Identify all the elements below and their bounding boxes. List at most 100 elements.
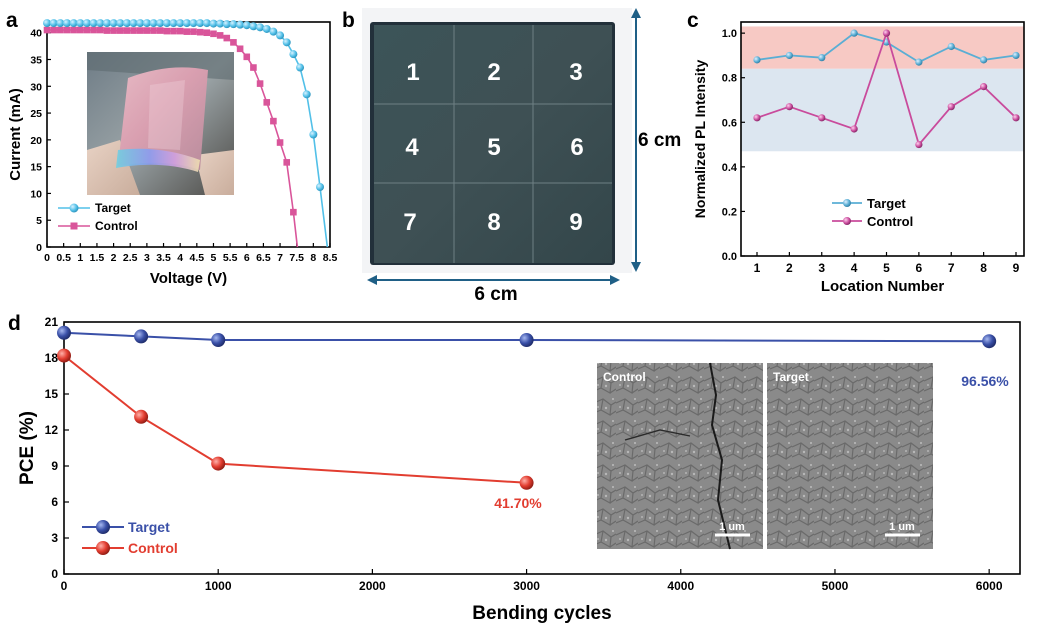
target-data-point xyxy=(89,19,98,28)
target-data-point xyxy=(211,333,226,347)
y-tick-label: 25 xyxy=(30,108,42,120)
control-data-point xyxy=(123,27,131,34)
scale-bar-label: 1 um xyxy=(719,521,745,533)
target-data-point xyxy=(142,19,151,28)
y-tick-label: 0.2 xyxy=(722,206,737,218)
target-data-point xyxy=(236,20,245,29)
y-axis-label: Normalized PL Intensity xyxy=(692,60,708,219)
control-data-point xyxy=(753,114,761,122)
x-tick-label: 1000 xyxy=(205,579,232,593)
control-data-point xyxy=(110,27,117,34)
target-data-point xyxy=(818,54,826,62)
x-tick-label: 2000 xyxy=(359,579,386,593)
y-tick-label: 10 xyxy=(30,188,42,200)
control-data-point xyxy=(263,99,271,106)
x-axis-label: Bending cycles xyxy=(472,603,611,624)
width-label: 6 cm xyxy=(474,284,517,305)
target-data-point xyxy=(69,19,78,28)
y-tick-label: 18 xyxy=(45,351,59,365)
target-data-point xyxy=(169,19,178,28)
x-tick-label: 2 xyxy=(111,252,117,264)
control-data-point xyxy=(519,475,534,490)
cell-label: 6 xyxy=(570,134,583,161)
y-tick-label: 21 xyxy=(45,315,59,329)
target-data-point xyxy=(102,19,111,28)
y-tick-label: 12 xyxy=(45,423,59,437)
target-data-point xyxy=(276,31,285,40)
scale-bar-label: 1 um xyxy=(889,521,915,533)
panel-b-photo xyxy=(362,8,632,273)
sem-target-label: Target xyxy=(773,370,809,384)
target-data-point xyxy=(134,329,149,344)
x-tick-label: 1 xyxy=(754,261,761,275)
x-axis-label: Location Number xyxy=(821,278,945,295)
control-data-point xyxy=(150,27,157,34)
control-data-point xyxy=(190,28,197,35)
control-data-point xyxy=(980,83,988,91)
control-data-point xyxy=(211,456,226,471)
target-data-point xyxy=(282,38,291,47)
target-data-point xyxy=(296,63,305,72)
control-data-point xyxy=(882,29,891,37)
panel-a-chart: 0 0.5 1 1.5 2 2.5 3 3.5 4 4.5 5 5.5 6 6.5 7 7.5 8 8.5 0 5 10… xyxy=(7,19,337,287)
control-data-point xyxy=(210,30,217,38)
legend-label-control: Control xyxy=(867,214,913,229)
target-data-point xyxy=(302,90,311,99)
control-data-point xyxy=(196,28,204,36)
target-retention-label: 96.56% xyxy=(961,373,1009,389)
target-data-point xyxy=(62,19,71,28)
control-data-point xyxy=(250,64,257,71)
x-tick-label: 0.5 xyxy=(56,252,71,264)
target-data-point xyxy=(109,19,118,28)
cell-label: 9 xyxy=(569,209,582,236)
target-data-point xyxy=(129,19,138,28)
y-tick-label: 0.4 xyxy=(722,162,738,174)
x-tick-label: 3 xyxy=(144,252,150,264)
control-data-point xyxy=(216,32,224,39)
plot-frame xyxy=(63,321,1021,575)
y-tick-label: 0 xyxy=(36,242,42,254)
target-data-point xyxy=(209,19,218,28)
panel-d-chart: 0 1000 2000 3000 4000 5000 6000 0 3 6 9 12 15 18 21 Ben… xyxy=(17,315,1021,624)
panel-a-letter: a xyxy=(6,9,18,32)
x-tick-label: 3000 xyxy=(513,579,540,593)
control-data-point xyxy=(83,26,91,34)
y-tick-label: 0 xyxy=(51,567,58,581)
legend-marker xyxy=(69,203,79,213)
control-data-point xyxy=(116,27,124,34)
cell-label: 7 xyxy=(403,209,416,236)
target-data-point xyxy=(202,19,211,28)
target-data-point xyxy=(82,19,91,28)
control-data-point xyxy=(290,208,297,216)
x-tick-label: 7 xyxy=(948,261,955,275)
target-data-point xyxy=(262,24,271,33)
target-data-point xyxy=(316,183,325,191)
target-data-point xyxy=(229,20,238,29)
control-data-point xyxy=(90,26,97,34)
x-tick-label: 8 xyxy=(310,252,316,264)
panel-b-dimension-arrows xyxy=(367,8,641,285)
control-data-point xyxy=(276,139,284,146)
y-tick-label: 9 xyxy=(51,459,58,473)
control-data-point xyxy=(915,140,923,149)
x-tick-label: 6 xyxy=(244,252,250,264)
x-tick-label: 9 xyxy=(1013,261,1020,275)
target-data-point xyxy=(242,21,251,30)
x-tick-label: 3 xyxy=(818,261,825,275)
control-data-point xyxy=(236,45,244,53)
control-data-point xyxy=(163,27,171,35)
panel-b-letter: b xyxy=(342,9,355,32)
control-data-point xyxy=(947,103,955,111)
cell-label: 3 xyxy=(569,59,582,86)
legend-marker xyxy=(96,520,110,534)
target-data-point xyxy=(43,19,51,28)
x-tick-label: 4 xyxy=(177,252,183,264)
target-data-point xyxy=(136,19,145,28)
cell-label: 1 xyxy=(406,59,419,86)
target-data-point xyxy=(915,58,923,66)
x-tick-label: 4 xyxy=(851,261,858,275)
control-data-point xyxy=(230,39,237,46)
target-data-point xyxy=(982,334,997,349)
x-tick-label: 8.5 xyxy=(323,252,338,264)
y-tick-label: 20 xyxy=(30,135,42,147)
